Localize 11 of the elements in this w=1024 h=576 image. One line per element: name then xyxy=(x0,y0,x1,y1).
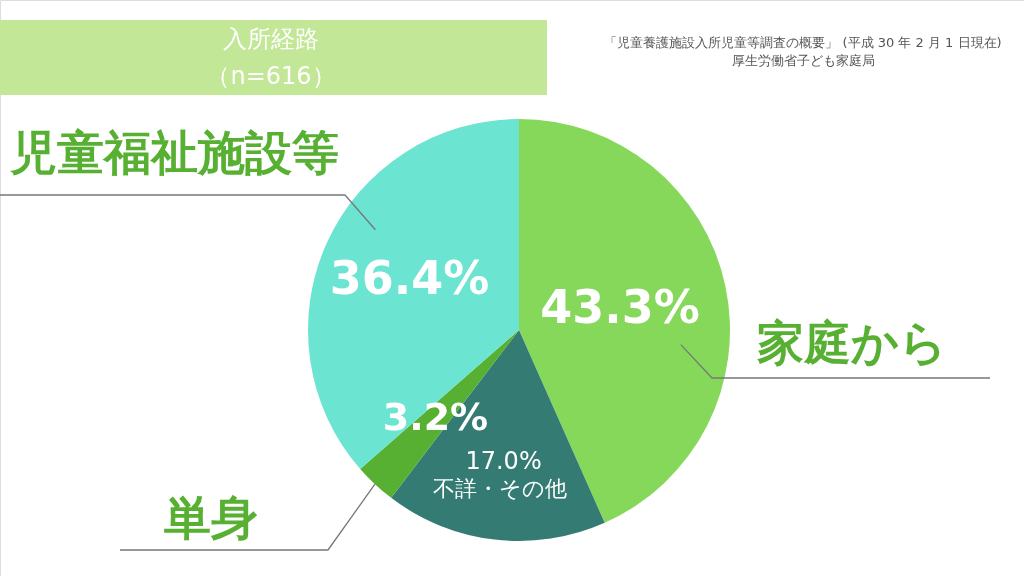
chart-subtitle: （n=616） xyxy=(206,62,336,90)
text: 厚生労働省子ども家庭局 xyxy=(731,53,875,68)
slice-label: 児童福祉施設等 xyxy=(9,125,339,180)
slice-label: 家庭から xyxy=(757,315,947,370)
data-label: 17.0% xyxy=(465,447,542,476)
text: 「児童養護施設入所児童等調査の概要」 (平成 30 年 2 月 1 日現在) xyxy=(604,35,1002,50)
data-label: 36.4% xyxy=(329,251,490,306)
slice-label: 不詳・その他 xyxy=(433,476,568,502)
chart-title: 入所経路 xyxy=(223,25,319,53)
data-label: 43.3% xyxy=(540,279,700,334)
slice-label: 単身 xyxy=(164,490,258,545)
